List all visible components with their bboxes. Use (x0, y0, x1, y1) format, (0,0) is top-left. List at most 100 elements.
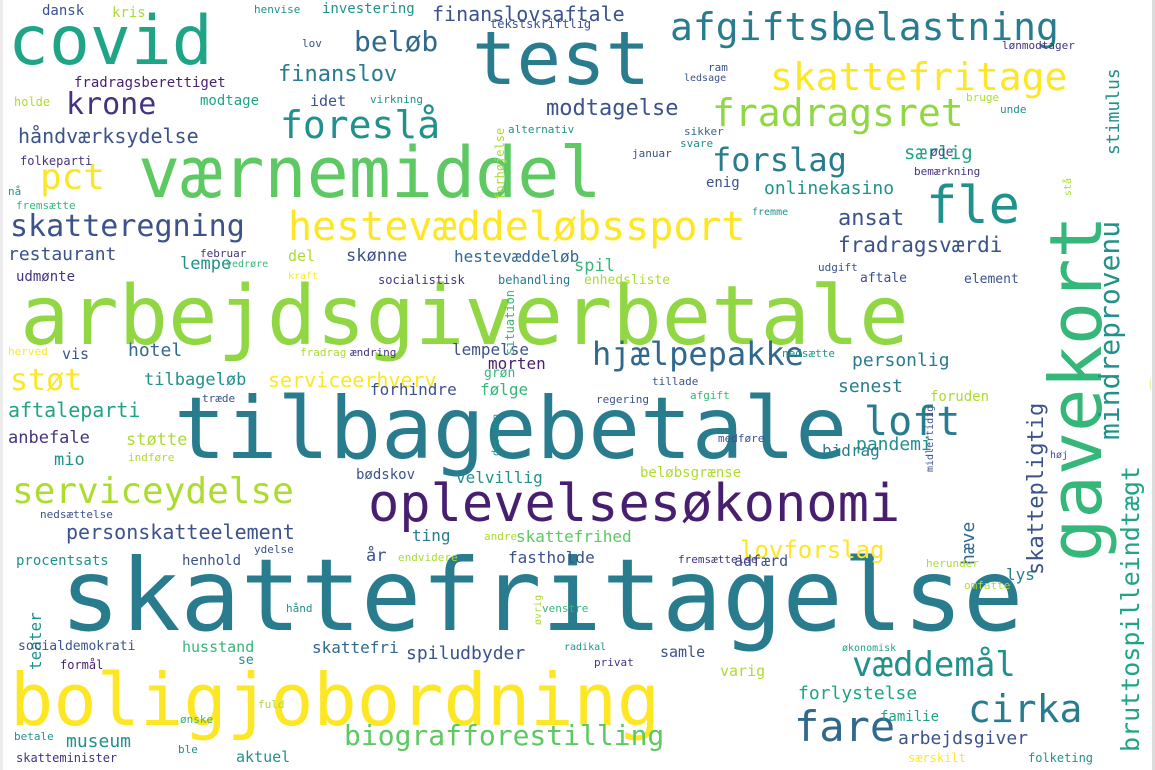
cloud-word-folketing: folketing (1028, 751, 1094, 765)
cloud-word-traede: træde (202, 392, 236, 405)
cloud-word-tillade: tillade (652, 375, 699, 388)
cloud-word-spiludbyder: spiludbyder (406, 643, 526, 664)
cloud-word-lovforslag: lovforslag (740, 536, 885, 564)
cloud-word-herved: herved (8, 345, 48, 358)
cloud-word-krone: krone (66, 87, 157, 122)
cloud-word-februar: februar (200, 247, 247, 260)
cloud-word-desuden: desuden (491, 413, 502, 456)
cloud-word-ansat: ansat (838, 206, 905, 231)
cloud-word-skattefritage: skattefritage (770, 55, 1068, 99)
cloud-word-morten: morten (488, 354, 546, 373)
cloud-word-hjaelpepakke: hjælpepakke (592, 335, 804, 373)
cloud-word-husstand: husstand (182, 638, 255, 656)
cloud-word-forhindre: forhindre (370, 380, 457, 399)
cloud-word-onlinekasino: onlinekasino (764, 178, 895, 199)
cloud-word-fradragsberettiget: fradragsberettiget (74, 75, 226, 91)
cloud-word-socialistisk: socialistisk (378, 273, 465, 287)
cloud-word-betale: betale (14, 730, 54, 743)
cloud-word-forslag: forslag (712, 141, 847, 179)
cloud-word-endvidere: endvidere (398, 551, 458, 564)
cloud-word-idet: idet (310, 92, 347, 110)
cloud-word-arbejdsgiver: arbejdsgiver (898, 728, 1029, 749)
cloud-word-restaurant: restaurant (8, 244, 117, 265)
cloud-word-forlystelse: forlystelse (798, 683, 918, 704)
cloud-word-finanslov: finanslov (278, 62, 398, 87)
cloud-word-enig: enig (706, 175, 740, 191)
cloud-word-foresla: foreslå (280, 103, 441, 147)
cloud-word-cirka: cirka (968, 687, 1083, 731)
cloud-word-oege: øge (930, 145, 954, 160)
cloud-word-boligjobordning: boligjobordning (10, 658, 661, 742)
cloud-word-aftaleparti: aftaleparti (8, 398, 141, 422)
cloud-word-familie: familie (880, 709, 940, 725)
cloud-word-groen: grøn (484, 366, 516, 381)
cloud-word-tekstskriftlig: tekstskriftlig (490, 17, 592, 31)
cloud-word-fremsaettelse: fremsættelse (678, 553, 758, 566)
cloud-word-herunder: herunder (926, 557, 979, 570)
cloud-word-skattefritagelse: skattefritagelse (60, 537, 1024, 654)
cloud-word-hestevaeddeloebssport: hestevæddeløbssport (288, 204, 746, 250)
cloud-word-beloebsgraense: beløbsgrænse (640, 465, 742, 481)
cloud-word-saerskilt: særskilt (908, 751, 966, 765)
cloud-word-del: del (288, 247, 316, 265)
cloud-word-lempe: lempe (180, 254, 232, 274)
cloud-word-holde: holde (14, 95, 51, 109)
cloud-word-dansk: dansk (42, 3, 85, 19)
cloud-word-fradrag: fradrag (300, 346, 347, 359)
cloud-word-vis: vis (62, 345, 90, 363)
cloud-word-lys: lys (1006, 565, 1035, 584)
cloud-word-situation: situation (503, 289, 517, 355)
cloud-word-henhold: henhold (182, 553, 242, 569)
cloud-word-saerlig: særlig (904, 142, 973, 164)
cloud-word-varig: varig (720, 662, 766, 680)
cloud-word-oenske: ønske (180, 713, 214, 726)
cloud-word-fremsaette: fremsætte (16, 199, 76, 212)
cloud-word-hestevaeddeloeb: hestevæddeløb (454, 247, 580, 266)
cloud-word-fremme: fremme (752, 207, 789, 218)
cloud-word-element: element (964, 272, 1019, 287)
cloud-word-personskatteelement: personskatteelement (66, 520, 295, 544)
cloud-word-hotel: hotel (128, 340, 183, 361)
cloud-word-kraft: kraft (288, 271, 319, 282)
cloud-word-test: test (472, 16, 651, 102)
cloud-word-udmoente: udmønte (16, 269, 76, 285)
left-edge-divider (0, 0, 3, 770)
cloud-word-stoet: støt (10, 363, 83, 398)
cloud-word-biografforestilling: biografforestilling (344, 719, 665, 752)
cloud-word-ar: år (366, 546, 387, 566)
cloud-word-virkning: virkning (370, 93, 423, 106)
cloud-word-nedsaettelse: nedsættelse (40, 508, 113, 521)
cloud-word-oplevelsesoekonomi: oplevelsesøkonomi (368, 474, 901, 534)
cloud-word-pct: pct (40, 157, 106, 198)
cloud-word-ydelse: ydelse (254, 543, 294, 556)
cloud-word-loft: loft (864, 399, 961, 445)
cloud-word-skattefri: skattefri (312, 638, 399, 657)
cloud-word-aendring: ændring (350, 346, 397, 359)
cloud-word-nedsaette: nedsætte (782, 347, 835, 360)
cloud-word-venstre: venstre (542, 602, 589, 615)
cloud-word-pandemi: pandemi (856, 434, 932, 455)
cloud-word-skatteminister: skatteminister (16, 751, 118, 765)
cloud-word-bruge: bruge (966, 91, 1000, 104)
cloud-word-ligningslov: ligningslov (1150, 377, 1152, 390)
cloud-word-privat: privat (594, 656, 634, 669)
cloud-word-spil: spil (574, 256, 615, 276)
cloud-word-henvise: henvise (254, 3, 301, 16)
cloud-word-arbejdsgiverbetale: arbejdsgiverbetale (20, 269, 909, 364)
cloud-word-oekonomisk: økonomisk (842, 643, 897, 654)
cloud-word-aktuel: aktuel (236, 748, 291, 766)
right-edge-divider (1152, 0, 1155, 770)
cloud-word-omfatte: omfatte (964, 579, 1011, 592)
cloud-word-personlig: personlig (852, 350, 950, 371)
cloud-word-boedskov: bødskov (356, 467, 416, 483)
cloud-word-ting: ting (412, 526, 451, 545)
cloud-word-behandling: behandling (498, 273, 571, 287)
cloud-word-foelge: følge (480, 380, 529, 399)
cloud-word-sikker: sikker (684, 125, 724, 138)
cloud-word-hoej: høj (1050, 450, 1069, 461)
cloud-word-vaeddemal: væddemål (852, 645, 1016, 685)
cloud-word-skatteregning: skatteregning (10, 209, 245, 244)
cloud-word-finanslovsaftale: finanslovsaftale (432, 2, 625, 26)
cloud-word-na: nå (8, 185, 22, 198)
cloud-word-covid: covid (8, 2, 213, 81)
